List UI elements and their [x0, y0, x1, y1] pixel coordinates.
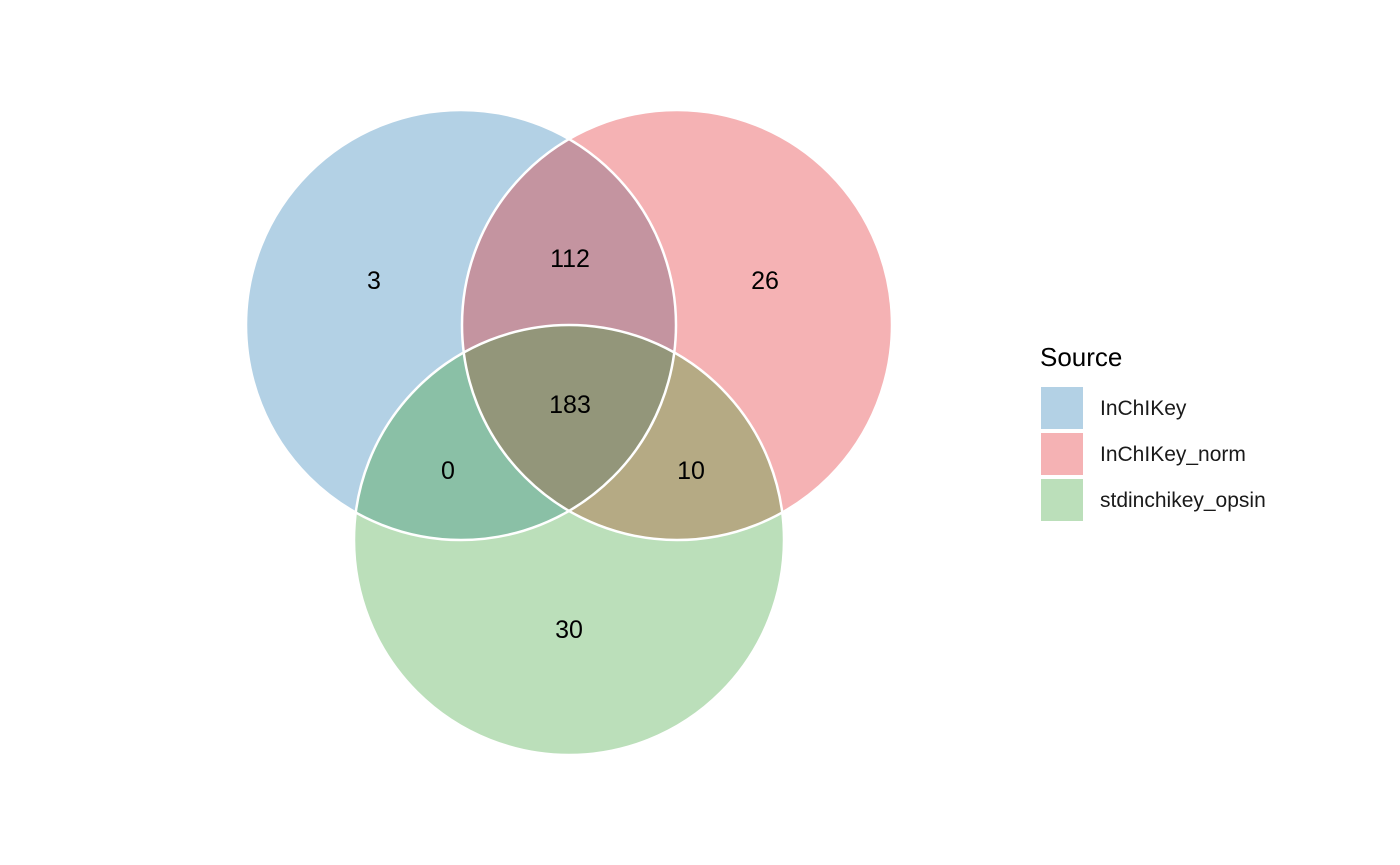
legend-swatch-inchikey [1041, 387, 1083, 429]
count-inchikey-and-opsin: 0 [441, 457, 455, 485]
count-only-inchikey: 3 [367, 267, 381, 295]
legend-label-inchikey: InChIKey [1100, 397, 1187, 420]
legend-swatch-inchikey-norm [1041, 433, 1083, 475]
count-all-three: 183 [549, 391, 591, 419]
set-outlines [244, 108, 894, 757]
outline-inchikey [244, 108, 678, 542]
legend-title: Source [1040, 342, 1122, 372]
outline-inchikey-norm [460, 108, 894, 542]
count-only-inchikey-norm: 26 [751, 267, 779, 295]
region-inchikey-norm-and-opsin [462, 325, 784, 540]
legend-label-inchikey-norm: InChIKey_norm [1100, 443, 1246, 466]
legend-label-stdinchikey-opsin: stdinchikey_opsin [1100, 489, 1266, 512]
legend-swatch-stdinchikey-opsin [1041, 479, 1083, 521]
count-inchikey-and-inchikey-norm: 112 [550, 245, 590, 273]
legend: Source InChIKey InChIKey_norm stdinchike… [1040, 342, 1266, 521]
count-inchikey-norm-and-opsin: 10 [677, 457, 705, 485]
region-inchikey-and-opsin [354, 325, 676, 540]
outline-stdinchikey-opsin [352, 323, 786, 757]
count-only-stdinchikey-opsin: 30 [555, 616, 583, 644]
